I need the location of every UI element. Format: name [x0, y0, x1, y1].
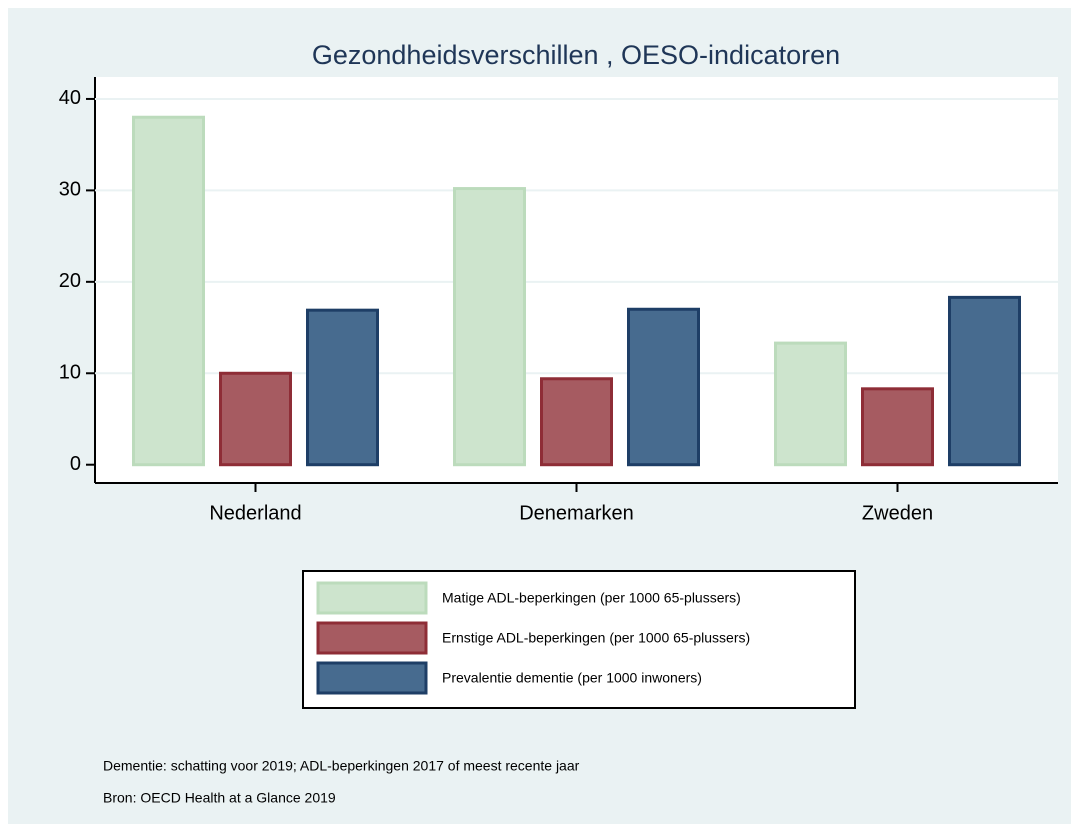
bar [306, 308, 379, 467]
y-tick-label: 10 [59, 362, 81, 384]
note: Dementie: schatting voor 2019; ADL-beper… [103, 758, 580, 774]
bar [948, 295, 1021, 467]
x-tick-label: Zweden [862, 502, 933, 524]
legend-swatch [316, 621, 428, 655]
x-tick-label: Nederland [209, 502, 301, 524]
legend-label: Matige ADL-beperkingen (per 1000 65-plus… [442, 590, 741, 606]
bar [774, 341, 847, 467]
legend-label: Prevalentie dementie (per 1000 inwoners) [442, 670, 702, 686]
bar [219, 371, 292, 467]
bar [453, 187, 526, 467]
bar [540, 377, 613, 467]
legend-label: Ernstige ADL-beperkingen (per 1000 65-pl… [442, 630, 750, 646]
legend-swatch [316, 581, 428, 615]
bar [132, 115, 205, 467]
y-tick-label: 40 [59, 87, 81, 109]
x-tick-label: Denemarken [519, 502, 634, 524]
y-tick-label: 20 [59, 270, 81, 292]
bar [861, 387, 934, 467]
legend-swatch [316, 661, 428, 695]
chart-title: Gezondheidsverschillen , OESO-indicatore… [312, 40, 840, 70]
bar [627, 307, 700, 467]
note: Bron: OECD Health at a Glance 2019 [103, 790, 336, 806]
y-tick-label: 30 [59, 179, 81, 201]
y-tick-label: 0 [70, 453, 81, 475]
